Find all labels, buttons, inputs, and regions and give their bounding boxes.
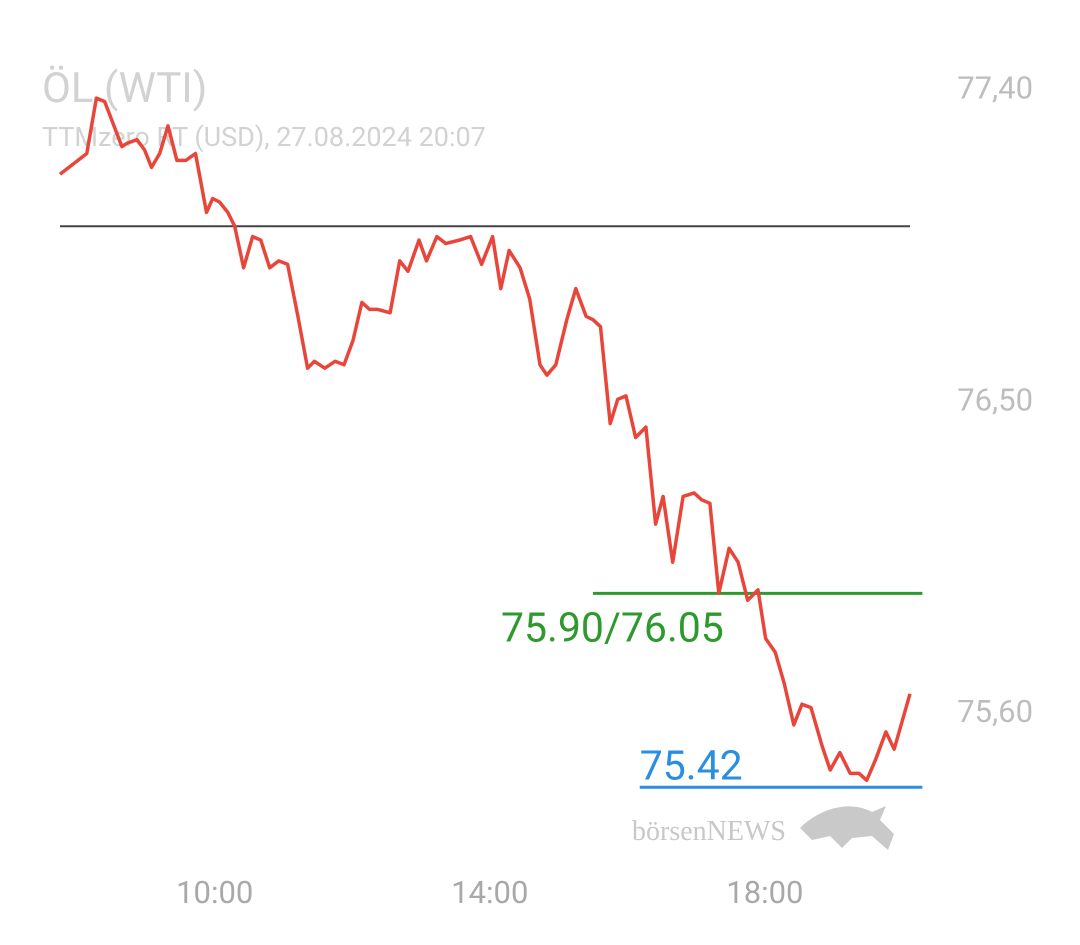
chart-title: ÖL (WTI) — [42, 64, 207, 113]
x-tick-label: 14:00 — [451, 874, 528, 911]
y-tick-label: 75,60 — [957, 693, 1033, 730]
level-annotation: 75.90/76.05 — [501, 604, 724, 652]
x-tick-label: 10:00 — [176, 874, 253, 911]
chart-subtitle: TTMzero RT (USD), 27.08.2024 20:07 — [42, 121, 486, 153]
y-tick-label: 76,50 — [957, 381, 1033, 418]
x-tick-label: 18:00 — [726, 874, 803, 911]
watermark-icon — [800, 806, 894, 850]
y-tick-label: 77,40 — [957, 70, 1033, 107]
watermark: börsenNEWS — [632, 816, 786, 847]
level-annotation: 75.42 — [640, 742, 743, 790]
price-line — [58, 96, 912, 783]
